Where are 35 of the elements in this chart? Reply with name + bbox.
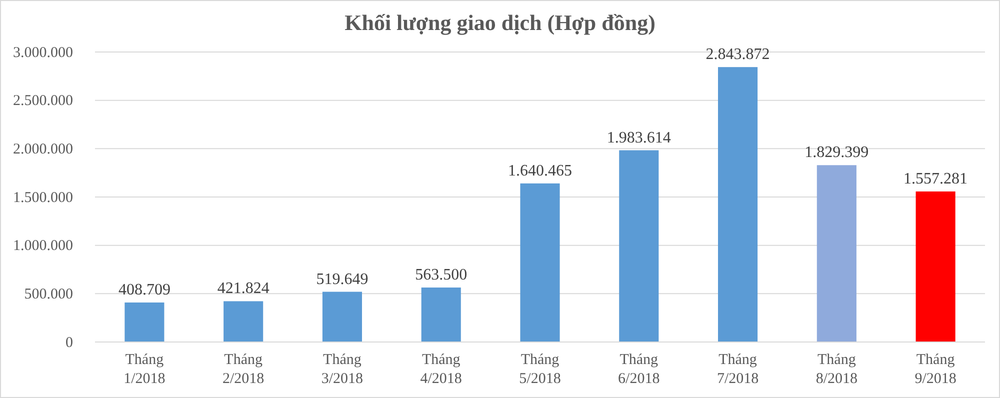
- data-label: 1.640.465: [508, 162, 572, 180]
- bar: [322, 292, 362, 342]
- bar: [916, 191, 956, 342]
- x-tick-label: Tháng 9/2018: [914, 352, 956, 387]
- data-label: 519.649: [316, 270, 368, 288]
- bar: [816, 165, 856, 342]
- bar: [224, 301, 264, 342]
- x-tick-label: Tháng 4/2018: [420, 352, 462, 387]
- bar: [619, 150, 659, 342]
- y-tick-label: 500.000: [24, 286, 73, 302]
- bar: [421, 288, 461, 342]
- bar: [124, 302, 164, 342]
- x-tick-label: Tháng 1/2018: [124, 352, 166, 387]
- data-label: 1.557.281: [904, 170, 968, 188]
- x-tick-label: Tháng 7/2018: [716, 352, 759, 387]
- data-label: 563.500: [415, 266, 468, 284]
- x-tick-label: Tháng 5/2018: [519, 352, 561, 387]
- data-label: 2.843.872: [706, 46, 770, 64]
- data-label: 408.709: [118, 281, 170, 298]
- y-tick-label: 3.000.000: [13, 44, 73, 61]
- bar: [718, 67, 758, 342]
- chart-title: Khối lượng giao dịch (Hợp đồng): [344, 10, 656, 35]
- y-tick-label: 2.000.000: [13, 141, 73, 158]
- data-label: 421.824: [217, 280, 270, 298]
- x-tick-label: Tháng 2/2018: [222, 352, 264, 387]
- y-tick-label: 1.000.000: [13, 238, 73, 254]
- y-tick-label: 0: [66, 334, 73, 351]
- y-tick-label: 1.500.000: [13, 190, 73, 206]
- x-tick-label: Tháng 6/2018: [618, 352, 660, 387]
- data-label: 1.983.614: [606, 129, 671, 146]
- y-tick-label: 2.500.000: [13, 93, 73, 110]
- x-tick-label: Tháng 3/2018: [321, 352, 364, 387]
- x-tick-label: Tháng 8/2018: [816, 352, 858, 387]
- data-label: 1.829.399: [804, 144, 869, 162]
- bar: [520, 183, 560, 342]
